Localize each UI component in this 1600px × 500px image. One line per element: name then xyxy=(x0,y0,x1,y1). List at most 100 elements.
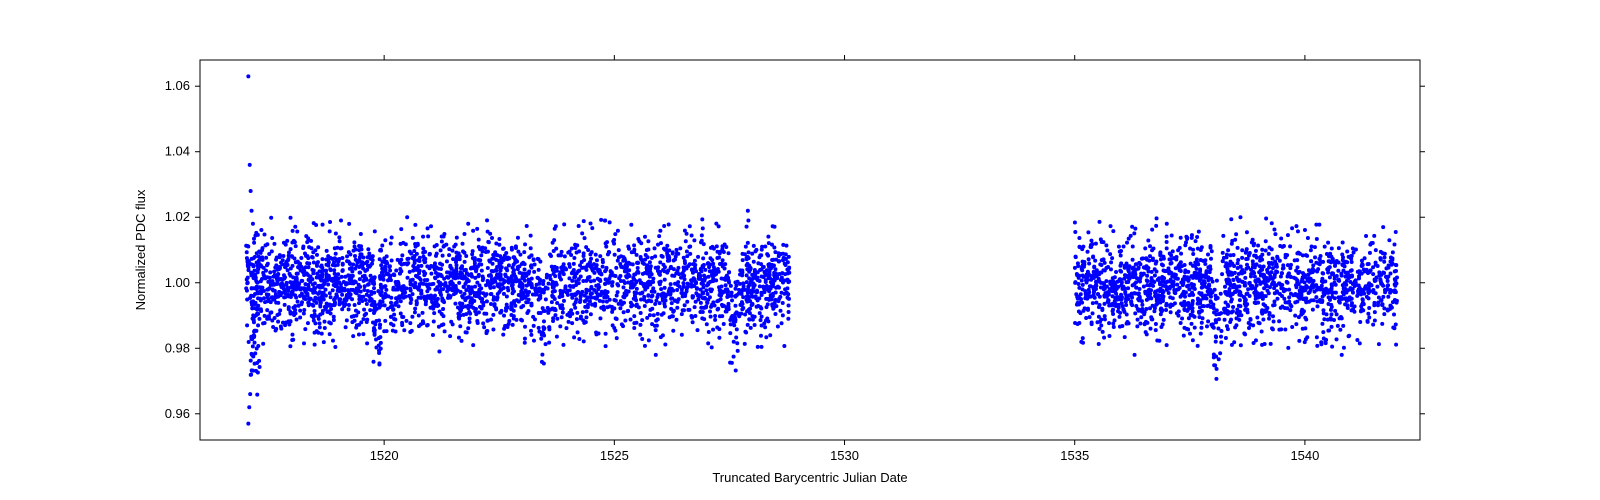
data-point xyxy=(760,345,764,349)
data-point xyxy=(1349,286,1353,290)
data-point xyxy=(718,314,722,318)
data-point xyxy=(372,326,376,330)
data-point xyxy=(306,321,310,325)
data-point xyxy=(329,295,333,299)
data-point xyxy=(598,254,602,258)
data-point xyxy=(722,250,726,254)
data-point xyxy=(1337,246,1341,250)
data-point xyxy=(1175,283,1179,287)
data-point xyxy=(1327,295,1331,299)
data-point xyxy=(369,292,373,296)
data-point xyxy=(511,323,515,327)
data-point xyxy=(602,307,606,311)
data-point xyxy=(1176,264,1180,268)
data-point xyxy=(406,276,410,280)
data-point xyxy=(673,298,677,302)
data-point xyxy=(695,286,699,290)
data-point xyxy=(1108,252,1112,256)
data-point xyxy=(621,295,625,299)
data-point xyxy=(1381,251,1385,255)
data-point xyxy=(1343,281,1347,285)
data-point xyxy=(706,341,710,345)
x-tick-label: 1530 xyxy=(830,448,859,463)
data-point xyxy=(315,264,319,268)
data-point xyxy=(1191,264,1195,268)
data-point xyxy=(1110,256,1114,260)
data-point xyxy=(424,300,428,304)
data-point xyxy=(283,323,287,327)
data-point xyxy=(490,236,494,240)
data-point xyxy=(245,250,249,254)
data-point xyxy=(616,290,620,294)
data-point xyxy=(287,254,291,258)
data-point xyxy=(589,257,593,261)
data-point xyxy=(1080,279,1084,283)
data-point xyxy=(593,304,597,308)
data-point xyxy=(480,249,484,253)
data-point xyxy=(523,325,527,329)
data-point xyxy=(454,243,458,247)
data-point xyxy=(1320,322,1324,326)
data-point xyxy=(773,312,777,316)
data-point xyxy=(618,306,622,310)
data-point xyxy=(396,297,400,301)
data-point xyxy=(1368,243,1372,247)
data-point xyxy=(730,294,734,298)
data-point xyxy=(1081,336,1085,340)
data-point xyxy=(363,284,367,288)
data-point xyxy=(654,328,658,332)
data-point xyxy=(1270,221,1274,225)
data-point xyxy=(1388,304,1392,308)
data-point xyxy=(1142,284,1146,288)
data-point xyxy=(328,291,332,295)
data-point xyxy=(1094,301,1098,305)
data-point xyxy=(1101,330,1105,334)
data-point xyxy=(1099,286,1103,290)
data-point xyxy=(740,307,744,311)
data-point xyxy=(648,283,652,287)
data-point xyxy=(1107,304,1111,308)
data-point xyxy=(1349,254,1353,258)
data-point xyxy=(1394,343,1398,347)
data-point xyxy=(659,241,663,245)
data-point xyxy=(1315,237,1319,241)
data-point xyxy=(1193,273,1197,277)
data-point xyxy=(539,337,543,341)
data-point xyxy=(595,258,599,262)
data-point xyxy=(1309,248,1313,252)
data-point xyxy=(577,337,581,341)
data-point xyxy=(604,245,608,249)
data-point xyxy=(1128,275,1132,279)
data-point xyxy=(249,372,253,376)
data-point xyxy=(248,392,252,396)
data-point xyxy=(1311,308,1315,312)
data-point xyxy=(246,244,250,248)
data-point xyxy=(1148,244,1152,248)
data-point xyxy=(572,256,576,260)
data-point xyxy=(468,320,472,324)
data-point xyxy=(1367,306,1371,310)
data-point xyxy=(1250,285,1254,289)
data-point xyxy=(492,285,496,289)
data-point xyxy=(1378,256,1382,260)
data-point xyxy=(1197,230,1201,234)
data-point xyxy=(764,297,768,301)
data-point xyxy=(1306,236,1310,240)
data-point xyxy=(733,304,737,308)
data-point xyxy=(1236,261,1240,265)
data-point xyxy=(764,269,768,273)
data-point xyxy=(458,307,462,311)
data-point xyxy=(1221,251,1225,255)
data-point xyxy=(640,291,644,295)
data-point xyxy=(1267,317,1271,321)
data-point xyxy=(471,256,475,260)
data-point xyxy=(355,323,359,327)
data-point xyxy=(750,302,754,306)
data-point xyxy=(699,267,703,271)
data-point xyxy=(443,329,447,333)
data-point xyxy=(767,265,771,269)
data-point xyxy=(1169,262,1173,266)
data-point xyxy=(646,239,650,243)
data-point xyxy=(1090,322,1094,326)
data-point xyxy=(780,275,784,279)
